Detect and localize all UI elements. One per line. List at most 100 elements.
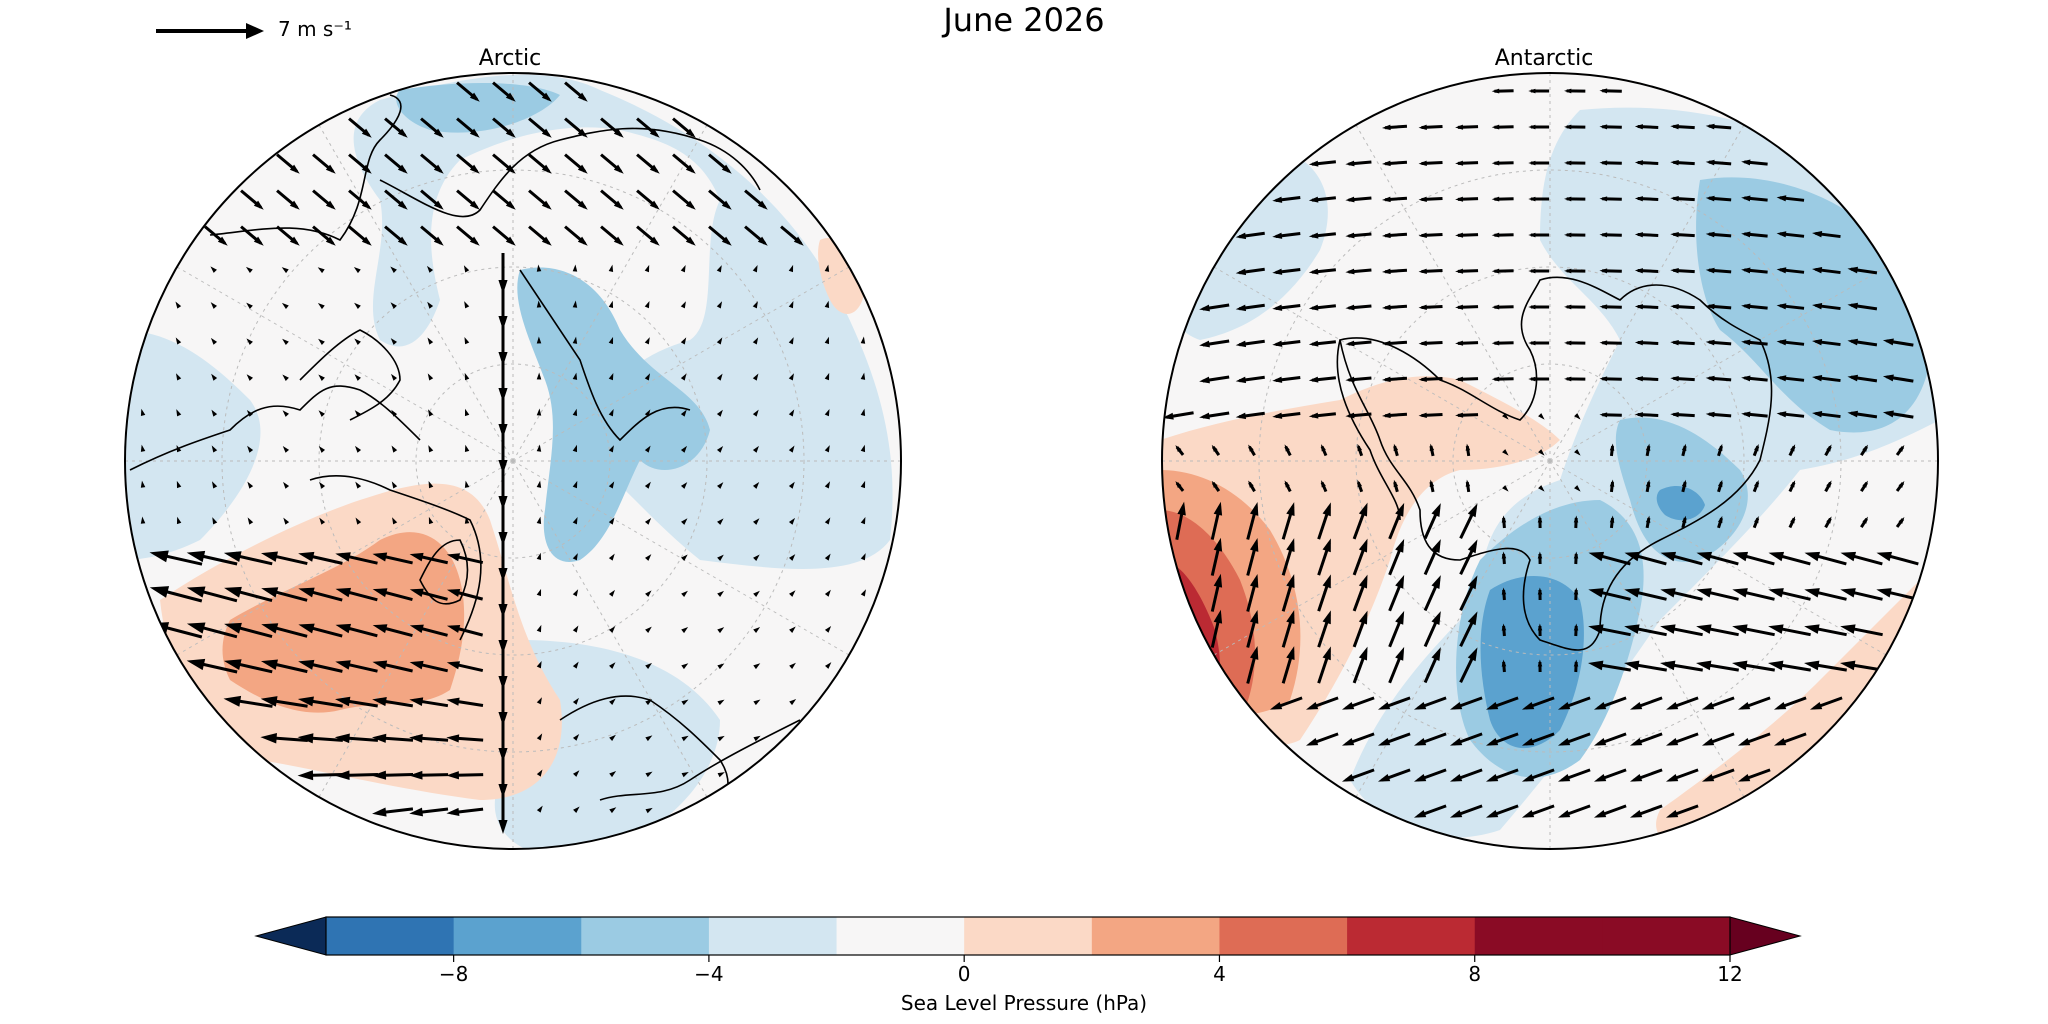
wind-vector	[1281, 538, 1295, 576]
graticule-meridian	[318, 124, 514, 462]
wind-vector	[354, 302, 361, 310]
wind-vector	[390, 338, 398, 345]
wind-vector	[1670, 231, 1695, 238]
wind-vector	[1381, 268, 1408, 275]
wind-vector	[427, 373, 434, 381]
arctic-panel-title: Arctic	[478, 46, 542, 71]
wind-vector	[464, 408, 470, 417]
wind-vector	[1199, 411, 1230, 420]
wind-vector	[1876, 551, 1919, 566]
wind-vector	[1741, 303, 1768, 310]
wind-vector	[752, 301, 758, 309]
wind-vector	[536, 444, 542, 452]
graticule-meridian	[176, 266, 514, 462]
wind-vector	[1308, 196, 1337, 203]
wind-vector	[536, 661, 542, 669]
wind-vector	[1847, 374, 1878, 383]
wind-vector	[186, 658, 238, 674]
wind-vector	[1317, 538, 1331, 576]
wind-vector	[1491, 160, 1514, 166]
wind-vector	[1352, 502, 1368, 540]
wind-vector	[1812, 339, 1841, 347]
wind-vector	[1812, 231, 1841, 239]
wind-vector	[1812, 411, 1841, 419]
colorbar-bin	[1091, 917, 1220, 955]
wind-vector	[1599, 340, 1622, 346]
wind-vector	[608, 336, 614, 345]
wind-vector	[224, 586, 273, 602]
wind-vector	[1645, 479, 1651, 493]
wind-vector	[1199, 375, 1230, 384]
wind-vector	[717, 627, 725, 634]
wind-vector	[1860, 516, 1869, 529]
wind-vector	[1634, 340, 1659, 346]
wind-vector	[572, 408, 578, 417]
wind-vector	[572, 372, 578, 380]
wind-vector	[672, 153, 696, 174]
wind-vector	[1665, 696, 1699, 710]
wind-vector	[860, 372, 866, 380]
colorbar-bin	[1347, 917, 1476, 955]
wind-vector	[1768, 660, 1811, 672]
wind-vector	[645, 626, 652, 633]
wind-vector	[1629, 696, 1663, 710]
wind-vector	[824, 409, 830, 417]
wind-vector	[609, 734, 616, 742]
graticule-meridian	[512, 460, 708, 798]
wind-vector	[319, 517, 326, 525]
wind-vector	[498, 793, 508, 835]
wind-vector	[456, 81, 480, 102]
wind-vector	[1352, 538, 1368, 576]
wind-vector	[498, 361, 508, 403]
wind-vector	[1773, 696, 1807, 710]
wind-vector	[175, 337, 182, 345]
wind-vector	[1320, 480, 1328, 493]
wind-vector	[1634, 412, 1659, 418]
wind-vector	[1812, 375, 1841, 383]
antarctic-map	[1161, 72, 1939, 850]
wind-vector	[1491, 196, 1514, 202]
wind-vector	[1681, 479, 1687, 493]
wind-vector	[210, 337, 218, 345]
wind-vector	[247, 445, 254, 453]
wind-vector	[717, 735, 725, 742]
wind-vector	[564, 81, 588, 102]
wind-vector	[297, 696, 343, 708]
wind-vector	[753, 699, 761, 706]
wind-vector	[1455, 232, 1479, 238]
wind-vector	[1345, 268, 1372, 275]
wind-vector	[788, 264, 794, 273]
wind-vector	[409, 588, 448, 601]
colorbar-bin	[581, 917, 710, 955]
wind-vector	[753, 735, 761, 742]
wind-vector	[1588, 588, 1631, 601]
wind-vector	[1660, 624, 1703, 637]
graticule-meridian	[1213, 266, 1551, 462]
wind-vector	[1895, 516, 1905, 528]
wind-vector	[1345, 340, 1372, 347]
wind-vector	[1272, 196, 1301, 203]
wind-vector	[1381, 196, 1408, 203]
wind-vector	[456, 225, 480, 246]
colorbar-frame	[325, 916, 1731, 956]
wind-vector	[149, 550, 203, 566]
graticule-meridian	[1549, 124, 1745, 462]
wind-vector	[608, 626, 616, 633]
wind-vector	[1393, 443, 1399, 457]
wind-vector	[1573, 659, 1579, 673]
wind-vector	[420, 117, 444, 138]
wind-vector	[608, 481, 615, 489]
wind-vector	[1423, 539, 1441, 576]
wind-vector	[1352, 646, 1368, 684]
wind-vector	[1804, 551, 1847, 566]
wind-vector	[1459, 647, 1478, 683]
wind-vector	[317, 302, 325, 310]
wind-vector	[680, 301, 686, 309]
wind-vector	[391, 373, 398, 381]
wind-vector	[1235, 267, 1265, 276]
wind-vector	[1705, 159, 1732, 166]
wind-vector	[246, 338, 253, 345]
wind-vector	[1528, 340, 1550, 346]
wind-vector	[1624, 660, 1667, 672]
wind-vector	[788, 554, 796, 561]
